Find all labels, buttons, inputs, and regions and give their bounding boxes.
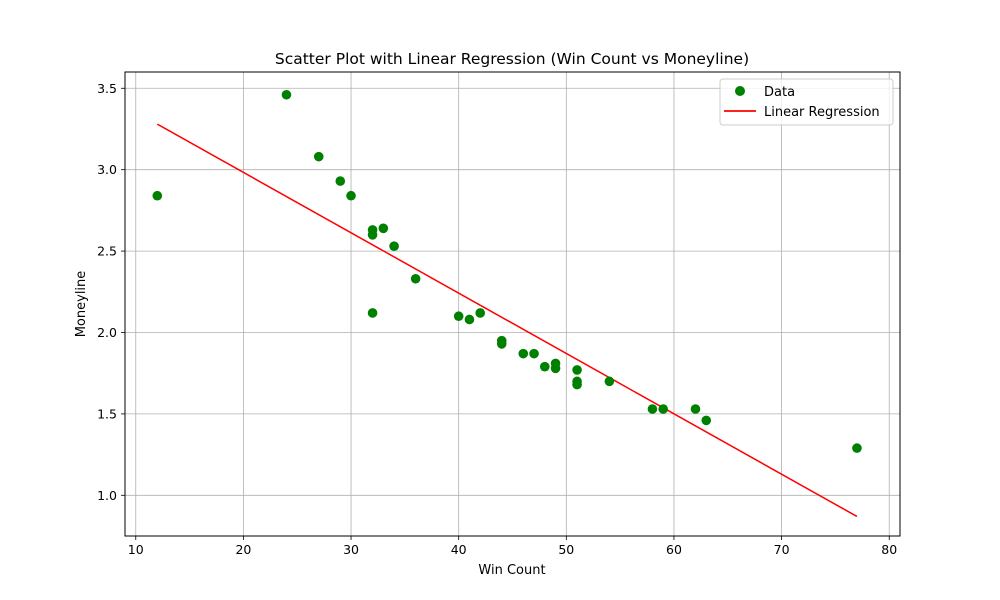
data-points-layer — [152, 89, 862, 453]
legend-box — [719, 78, 894, 126]
legend: Data Linear Regression — [719, 78, 894, 126]
data-point — [475, 308, 486, 318]
regression-line-layer — [156, 123, 858, 518]
data-point — [572, 379, 582, 390]
data-point — [647, 404, 658, 414]
y-axis-label: Moneyline — [74, 271, 89, 338]
y-tick-label: 2.0 — [97, 325, 117, 340]
x-tick-label: 40 — [451, 542, 467, 557]
data-point — [852, 443, 862, 453]
data-point — [701, 415, 712, 426]
x-tick-label: 80 — [881, 542, 897, 557]
x-tick-label: 30 — [343, 542, 359, 557]
x-tick-label: 60 — [666, 542, 682, 557]
data-point — [496, 339, 507, 349]
data-point — [550, 363, 561, 374]
data-point — [464, 314, 475, 325]
data-point — [453, 311, 464, 322]
grid — [125, 72, 900, 536]
data-point — [335, 176, 346, 186]
data-point — [152, 190, 163, 201]
y-tick-label: 1.5 — [97, 406, 117, 421]
data-point — [518, 348, 529, 359]
data-point — [346, 190, 356, 201]
legend-data-marker — [735, 86, 745, 96]
data-point — [367, 308, 378, 318]
legend-data-label: Data — [764, 85, 795, 100]
data-point — [313, 151, 324, 162]
axis-ticks: 10 20 30 40 50 60 70 80 1.0 1.5 2.0 2.5 3.0 3.5 — [97, 81, 897, 557]
y-tick-label: 3.0 — [97, 162, 117, 177]
legend-regression-label: Linear Regression — [764, 105, 880, 120]
data-point — [604, 376, 615, 387]
data-point — [539, 361, 550, 372]
data-point — [281, 89, 292, 100]
data-point — [378, 223, 389, 234]
plot-frame — [124, 71, 901, 537]
data-point — [529, 348, 539, 359]
data-point — [572, 365, 582, 375]
x-tick-label: 70 — [774, 542, 790, 557]
chart-title: Scatter Plot with Linear Regression (Win… — [275, 50, 749, 68]
y-tick-label: 1.0 — [97, 488, 117, 503]
y-tick-label: 2.5 — [97, 244, 117, 259]
x-tick-label: 20 — [235, 542, 251, 557]
y-tick-label: 3.5 — [97, 81, 117, 96]
data-point — [389, 241, 399, 252]
data-point — [367, 230, 378, 240]
regression-line — [156, 123, 858, 518]
x-tick-label: 10 — [128, 542, 144, 557]
data-point — [658, 404, 668, 414]
data-point — [690, 404, 701, 414]
x-tick-label: 50 — [558, 542, 574, 557]
x-axis-label: Win Count — [478, 563, 545, 578]
data-point — [410, 273, 421, 284]
